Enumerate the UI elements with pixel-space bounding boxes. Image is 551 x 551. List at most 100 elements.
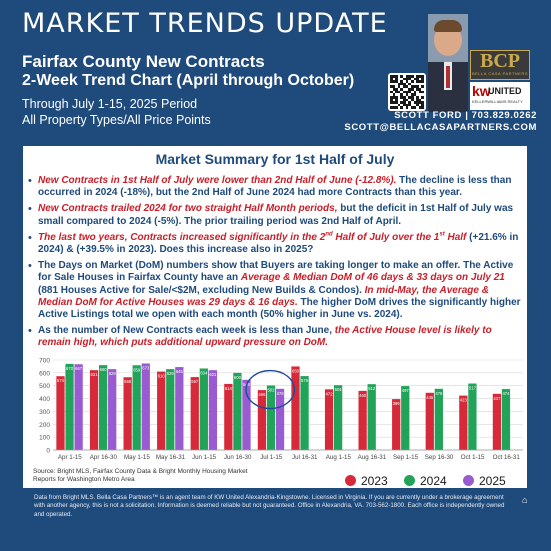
bar-2023-0 [56, 376, 65, 450]
bar-2023-8 [324, 389, 334, 450]
bar-2025-1 [108, 369, 117, 450]
bella-casa-logo: BCP BELLA CASA PARTNERS [470, 50, 530, 80]
summary-bullets: New Contracts in 1st Half of July were l… [27, 175, 525, 354]
bar-2024-9 [367, 384, 376, 450]
bar-2023-13 [492, 393, 502, 450]
bar-2025-6 [275, 388, 285, 450]
data-label: 629 [109, 371, 117, 376]
data-label: 645 [176, 369, 184, 374]
bar-2025-0 [74, 364, 83, 450]
bar-2023-9 [358, 390, 367, 450]
y-tick-label: 200 [39, 422, 50, 429]
legend-dot-2024 [404, 475, 415, 486]
data-label: 575 [301, 378, 309, 383]
legend-dot-2023 [345, 475, 356, 486]
bar-2023-5 [224, 383, 233, 450]
data-label: 497 [402, 388, 410, 393]
bar-2025-5 [242, 379, 251, 450]
data-label: 517 [469, 386, 477, 391]
qr-code-icon [388, 73, 426, 111]
x-tick-label: Aug 1-15 [326, 454, 352, 461]
highlight-circle [245, 369, 296, 410]
data-label: 502 [267, 387, 275, 392]
bar-2024-2 [132, 365, 141, 450]
data-label: 650 [292, 368, 300, 373]
bar-2024-7 [300, 376, 309, 450]
bar-2024-11 [434, 388, 443, 450]
data-label: 670 [66, 366, 74, 371]
agent-name-phone: SCOTT FORD | 703.829.0262 [394, 110, 537, 121]
bullet-2: New Contracts trailed 2024 for two strai… [27, 203, 525, 227]
bar-2025-2 [141, 363, 150, 450]
x-tick-label: Oct 1-15 [461, 454, 485, 461]
legend-label-2025: 2025 [479, 474, 506, 488]
bar-2024-5 [233, 372, 242, 450]
bar-2023-4 [190, 377, 199, 450]
bar-2023-11 [425, 392, 434, 450]
bar-2024-4 [199, 368, 208, 450]
property-types-text: All Property Types/All Price Points [22, 113, 211, 127]
equal-housing-icon: ⌂ [522, 495, 528, 505]
data-label: 514 [225, 386, 233, 391]
subtitle-trend: 2-Week Trend Chart (April through Octobe… [22, 72, 355, 89]
agent-photo [428, 14, 468, 112]
bar-2023-6 [257, 390, 267, 450]
data-label: 567 [191, 379, 199, 384]
bar-2024-1 [98, 365, 108, 450]
data-label: 667 [75, 366, 83, 371]
data-label: 466 [258, 392, 266, 397]
y-tick-label: 0 [46, 448, 50, 455]
legend-label-2024: 2024 [420, 474, 447, 488]
data-label: 660 [100, 367, 108, 372]
legend-dot-2025 [463, 475, 474, 486]
market-summary-panel: Market Summary for 1st Half of July New … [21, 144, 529, 490]
x-tick-label: Sep 1-15 [393, 454, 419, 461]
bar-2023-12 [459, 395, 468, 450]
bar-2023-2 [123, 377, 132, 450]
bar-2024-0 [65, 363, 74, 450]
legend-label-2023: 2023 [361, 474, 388, 488]
data-label: 474 [502, 391, 510, 396]
bar-2023-3 [157, 371, 166, 450]
y-tick-label: 600 [39, 370, 50, 377]
x-tick-label: May 1-15 [124, 454, 150, 461]
data-label: 621 [209, 372, 217, 377]
bar-2024-12 [468, 383, 477, 450]
data-label: 566 [124, 379, 132, 384]
bar-2024-8 [333, 385, 343, 450]
bar-2024-3 [166, 369, 175, 450]
x-tick-label: Jul 1-15 [260, 454, 283, 461]
y-tick-label: 100 [39, 435, 50, 442]
data-label: 396 [393, 401, 401, 406]
y-tick-label: 300 [39, 409, 50, 416]
agent-email[interactable]: SCOTT@BELLACASAPARTNERS.COM [344, 122, 537, 133]
data-label: 437 [493, 396, 501, 401]
bullet-1: New Contracts in 1st Half of July were l… [27, 175, 525, 199]
data-label: 472 [326, 391, 334, 396]
page-title: MARKET TRENDS UPDATE [22, 8, 388, 39]
x-tick-label: Jul 16-31 [292, 454, 318, 461]
subtitle-county: Fairfax County New Contracts [22, 52, 265, 71]
bullet-5: As the number of New Contracts each week… [27, 325, 525, 349]
x-tick-label: Oct 16-31 [493, 454, 521, 461]
header: MARKET TRENDS UPDATE Fairfax County New … [0, 0, 551, 140]
bar-2024-10 [401, 386, 410, 450]
data-label: 476 [435, 391, 443, 396]
x-tick-label: Apr 16-30 [90, 454, 118, 461]
y-tick-label: 700 [39, 358, 50, 365]
data-label: 610 [158, 374, 166, 379]
x-tick-label: May 16-31 [156, 454, 186, 461]
bar-2025-3 [175, 367, 184, 450]
data-label: 460 [359, 393, 367, 398]
new-contracts-bar-chart: 0 100 200 300 400 500 600 700 574 670 667 Apr 1-15 6… [39, 358, 523, 461]
bar-2023-10 [392, 399, 401, 450]
x-tick-label: Sep 16-30 [425, 454, 454, 461]
data-label: 600 [234, 375, 242, 380]
data-label: 512 [368, 386, 376, 391]
data-label: 445 [426, 395, 434, 400]
data-label: 574 [57, 378, 65, 383]
period-text: Through July 1-15, 2025 Period [22, 97, 198, 111]
data-label: 476 [277, 391, 285, 396]
data-label: 634 [200, 370, 208, 375]
y-tick-label: 400 [39, 396, 50, 403]
